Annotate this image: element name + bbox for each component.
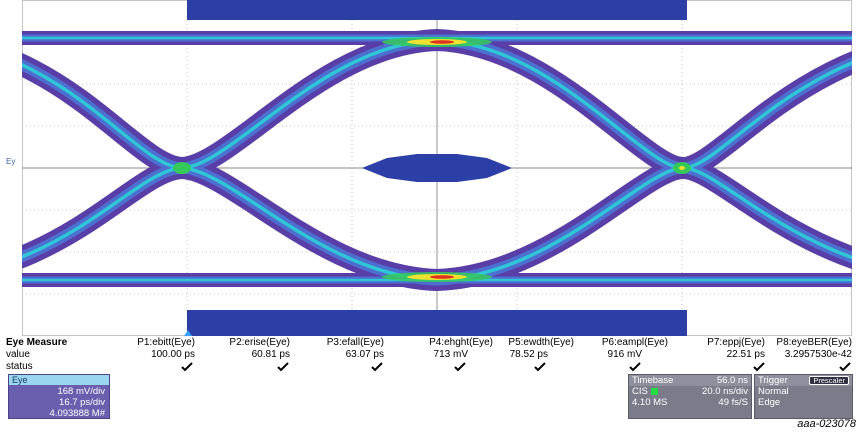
param-name-p2[interactable]: P2:erise(Eye) bbox=[229, 337, 290, 348]
param-name-p3[interactable]: P3:efall(Eye) bbox=[326, 337, 384, 348]
eye-mask bbox=[187, 0, 687, 336]
eye-trace-envelope bbox=[22, 28, 852, 292]
param-name-p5[interactable]: P5:ewdth(Eye) bbox=[508, 337, 574, 348]
measure-status-row: status bbox=[0, 361, 860, 373]
measure-value-row: value 100.00 ps 60.81 ps 63.07 ps 713 mV… bbox=[0, 349, 860, 361]
scope-display[interactable]: Ey bbox=[0, 0, 860, 336]
status-check-icon bbox=[629, 362, 641, 372]
trigger-header-bar bbox=[755, 375, 852, 386]
timebase-descriptor[interactable]: Timebase 56.0 ns CIS 20.0 ns/div 4.10 MS… bbox=[628, 374, 752, 419]
param-value-p3: 63.07 ps bbox=[345, 349, 384, 360]
sampling-mode: CIS bbox=[632, 386, 658, 397]
sample-count: 4.10 MS bbox=[632, 397, 668, 408]
horizontal-scale: 16.7 ps/div bbox=[59, 397, 105, 408]
trigger-type: Edge bbox=[758, 397, 781, 408]
status-check-icon bbox=[277, 362, 289, 372]
timebase-delay: 56.0 ns bbox=[716, 375, 748, 386]
status-check-icon bbox=[753, 362, 765, 372]
param-value-p7: 22.51 ps bbox=[726, 349, 765, 360]
acquisition-count: 4.093888 M# bbox=[49, 408, 105, 419]
status-check-icon bbox=[839, 362, 851, 372]
value-row-label: value bbox=[6, 349, 30, 360]
measure-header-row: Eye Measure P1:ebitt(Eye) P2:erise(Eye) … bbox=[0, 337, 860, 349]
timebase-label: Timebase bbox=[632, 375, 674, 386]
measurement-table: Eye Measure P1:ebitt(Eye) P2:erise(Eye) … bbox=[0, 337, 860, 373]
eye-trace-title[interactable]: Eye bbox=[9, 375, 109, 385]
eye-level-label: Ey bbox=[6, 157, 16, 166]
measure-title[interactable]: Eye Measure bbox=[6, 337, 68, 348]
status-check-icon bbox=[371, 362, 383, 372]
status-check-icon bbox=[454, 362, 466, 372]
param-name-p1[interactable]: P1:ebitt(Eye) bbox=[137, 337, 195, 348]
trigger-position-marker[interactable] bbox=[184, 330, 192, 336]
vertical-scale: 168 mV/div bbox=[57, 386, 105, 397]
time-per-div: 20.0 ns/div bbox=[702, 386, 748, 397]
param-name-p7[interactable]: P7:eppj(Eye) bbox=[707, 337, 765, 348]
param-value-p2: 60.81 ps bbox=[251, 349, 290, 360]
param-name-p6[interactable]: P6:eampl(Eye) bbox=[601, 337, 668, 348]
cis-indicator-icon bbox=[650, 388, 658, 395]
param-value-p1: 100.00 ps bbox=[151, 349, 195, 360]
trigger-descriptor[interactable]: Trigger Prescaler Normal Edge bbox=[754, 374, 853, 419]
param-value-p4: 713 mV bbox=[433, 349, 468, 360]
param-name-p8[interactable]: P8:eyeBER(Eye) bbox=[776, 337, 852, 348]
param-value-p8: 3.2957530e-42 bbox=[784, 349, 852, 360]
figure-id: aaa-023078 bbox=[797, 418, 856, 430]
eye-diagram-canvas[interactable] bbox=[22, 0, 852, 336]
status-row-label: status bbox=[6, 361, 33, 372]
eye-trace-descriptor[interactable]: Eye 168 mV/div 16.7 ps/div 4.093888 M# bbox=[8, 374, 110, 419]
sample-rate: 49 fs/S bbox=[718, 397, 748, 408]
timebase-header-bar bbox=[629, 375, 751, 386]
status-check-icon bbox=[181, 362, 193, 372]
trigger-mode: Normal bbox=[758, 386, 789, 397]
param-value-p5: 78.52 ps bbox=[509, 349, 548, 360]
param-name-p4[interactable]: P4:ehght(Eye) bbox=[429, 337, 493, 348]
trigger-label: Trigger bbox=[758, 375, 788, 386]
sampling-mode-text: CIS bbox=[632, 386, 648, 397]
status-check-icon bbox=[534, 362, 546, 372]
prescaler-badge: Prescaler bbox=[809, 376, 849, 385]
param-value-p6: 916 mV bbox=[607, 349, 642, 360]
